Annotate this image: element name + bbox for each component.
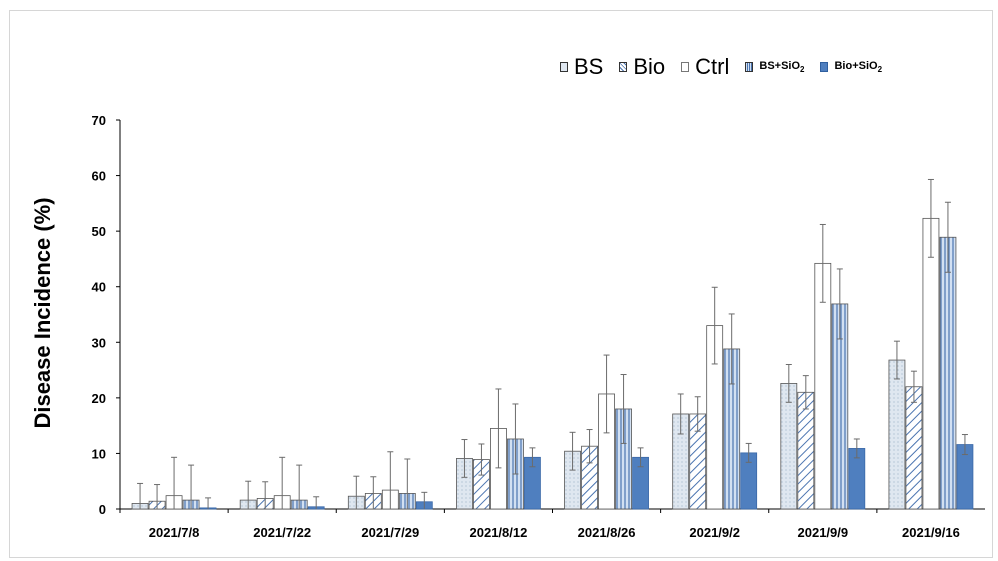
x-tick-label: 2021/9/9 [798, 525, 849, 540]
axes: 0 10 20 30 40 50 60 70 2021/7/8 2021/7/22 2021/7/2… [92, 113, 985, 540]
y-axis-label: Disease Incidence (%) [30, 197, 55, 428]
bar [922, 217, 940, 510]
y-tick-label: 60 [92, 169, 106, 184]
y-tick-label: 30 [92, 335, 106, 350]
legend-swatch-bs-sio2 [745, 62, 754, 72]
y-tick-label: 10 [92, 446, 106, 461]
x-tick-label: 2021/9/2 [689, 525, 740, 540]
legend-item-bs: BS [560, 54, 603, 80]
legend-label-ctrl: Ctrl [695, 54, 730, 79]
x-tick-label: 2021/7/8 [149, 525, 200, 540]
legend-label-bs-sio2: BS+SiO2 [759, 59, 805, 75]
bar [939, 236, 957, 510]
legend-item-bio: Bio [619, 54, 665, 80]
x-tick-label: 2021/7/22 [253, 525, 311, 540]
x-tick-label: 2021/9/16 [902, 525, 960, 540]
x-tick-label: 2021/7/29 [361, 525, 419, 540]
legend: BS Bio Ctrl BS+SiO2 Bio+SiO2 [560, 54, 898, 80]
legend-label-bio-sio2: Bio+SiO2 [834, 59, 883, 75]
bar [888, 359, 906, 510]
x-tick-label: 2021/8/26 [578, 525, 636, 540]
legend-swatch-ctrl [681, 62, 690, 72]
legend-item-bs-sio2: BS+SiO2 [745, 60, 804, 74]
legend-label-bio: Bio [633, 54, 666, 79]
error-bars [137, 178, 968, 509]
legend-item-ctrl: Ctrl [681, 54, 729, 80]
y-tick-label: 40 [92, 280, 106, 295]
x-tick-label: 2021/8/12 [470, 525, 528, 540]
y-tick-label: 50 [92, 224, 106, 239]
legend-swatch-bio-sio2 [820, 62, 829, 72]
legend-item-bio-sio2: Bio+SiO2 [820, 60, 882, 74]
y-tick-label: 0 [99, 502, 106, 517]
bars [131, 217, 974, 510]
bar [797, 391, 815, 510]
legend-swatch-bio [619, 62, 628, 72]
bar [905, 386, 923, 510]
legend-label-bs: BS [574, 54, 604, 79]
y-tick-label: 70 [92, 113, 106, 128]
y-tick-label: 20 [92, 391, 106, 406]
chart-frame [9, 10, 993, 558]
legend-swatch-bs [560, 62, 568, 72]
